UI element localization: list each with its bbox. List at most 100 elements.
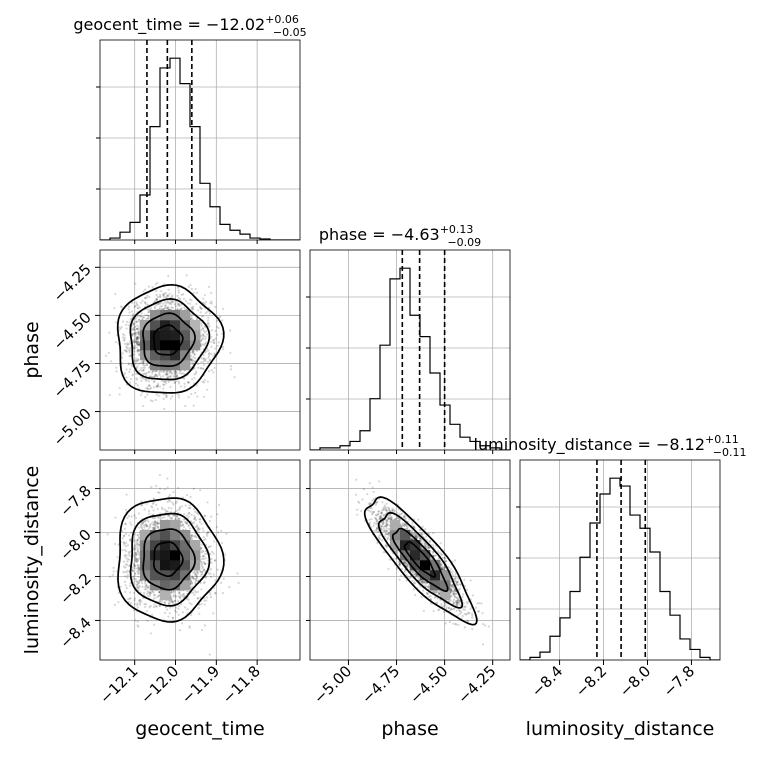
sample-point (200, 338, 203, 342)
sample-point (217, 531, 220, 534)
sample-point (156, 281, 159, 284)
sample-point (106, 533, 109, 536)
sample-point (135, 557, 138, 561)
sample-point (137, 569, 141, 572)
sample-point (144, 603, 147, 606)
sample-point (152, 380, 156, 384)
sample-point (160, 506, 164, 509)
sample-point (130, 515, 133, 518)
sample-point (171, 395, 174, 398)
sample-point (160, 379, 163, 382)
sample-point (141, 528, 144, 531)
sample-point (202, 314, 205, 318)
sample-point (134, 328, 137, 331)
sample-point (187, 598, 190, 601)
sample-point (142, 361, 145, 364)
sample-point (190, 357, 193, 361)
sample-point (134, 516, 138, 520)
sample-point (129, 349, 132, 352)
sample-point (164, 295, 167, 299)
sample-point (139, 393, 143, 397)
contour-line (129, 298, 211, 381)
sample-point (143, 581, 147, 585)
sample-point (163, 516, 166, 519)
sample-point (190, 306, 193, 309)
sample-point (192, 291, 195, 295)
sample-point (208, 519, 212, 523)
sample-point (190, 582, 193, 585)
sample-point (192, 508, 196, 511)
sample-point (146, 387, 150, 391)
sample-point (178, 591, 181, 595)
sample-point (190, 534, 193, 537)
sample-point (162, 387, 165, 390)
sample-point (137, 536, 141, 539)
sample-point (200, 522, 203, 525)
sample-point (157, 522, 160, 525)
sample-point (132, 332, 135, 336)
sample-point (173, 303, 176, 306)
sample-point (193, 593, 196, 597)
sample-point (221, 332, 224, 335)
sample-point (197, 572, 200, 575)
sample-point (133, 322, 136, 325)
sample-point (167, 306, 170, 309)
sample-point (188, 298, 192, 301)
sample-point (143, 525, 146, 529)
sample-point (168, 301, 171, 304)
sample-point (202, 333, 205, 337)
sample-point (121, 336, 125, 339)
sample-point (138, 314, 141, 318)
title-minus: −0.05 (273, 26, 307, 39)
sample-point (159, 600, 162, 603)
sample-point (207, 321, 210, 325)
sample-point (159, 302, 162, 305)
sample-point (129, 521, 132, 524)
sample-point (190, 317, 193, 320)
sample-point (195, 573, 198, 576)
sample-point (133, 325, 137, 329)
sample-point (155, 385, 158, 389)
sample-point (186, 589, 189, 593)
sample-point (183, 382, 186, 385)
sample-point (179, 385, 183, 388)
sample-point (139, 376, 142, 379)
sample-point (229, 365, 233, 368)
sample-point (141, 523, 144, 526)
sample-point (146, 586, 149, 589)
sample-point (148, 295, 151, 299)
sample-point (187, 512, 190, 515)
sample-point (145, 296, 148, 299)
sample-point (236, 572, 239, 575)
sample-point (136, 359, 139, 362)
sample-point (177, 591, 181, 594)
sample-point (155, 393, 158, 396)
sample-point (176, 303, 180, 306)
sample-point (167, 615, 170, 618)
sample-point (166, 294, 169, 297)
sample-point (142, 524, 146, 527)
sample-point (154, 370, 157, 373)
sample-point (132, 581, 135, 584)
sample-point (178, 506, 182, 509)
sample-point (221, 592, 225, 595)
sample-point (140, 580, 143, 583)
sample-point (141, 369, 144, 373)
sample-point (140, 366, 143, 370)
sample-point (135, 357, 138, 360)
sample-point (132, 323, 135, 326)
sample-point (125, 345, 128, 348)
sample-point (187, 525, 190, 528)
sample-point (129, 381, 132, 384)
sample-point (202, 360, 205, 363)
sample-point (159, 512, 162, 515)
sample-point (113, 307, 116, 310)
sample-point (191, 363, 194, 366)
sample-point (173, 381, 176, 384)
sample-point (154, 283, 157, 286)
sample-point (190, 354, 193, 357)
sample-point (130, 523, 133, 526)
sample-point (128, 311, 131, 314)
sample-point (212, 355, 215, 358)
sample-point (192, 577, 196, 581)
